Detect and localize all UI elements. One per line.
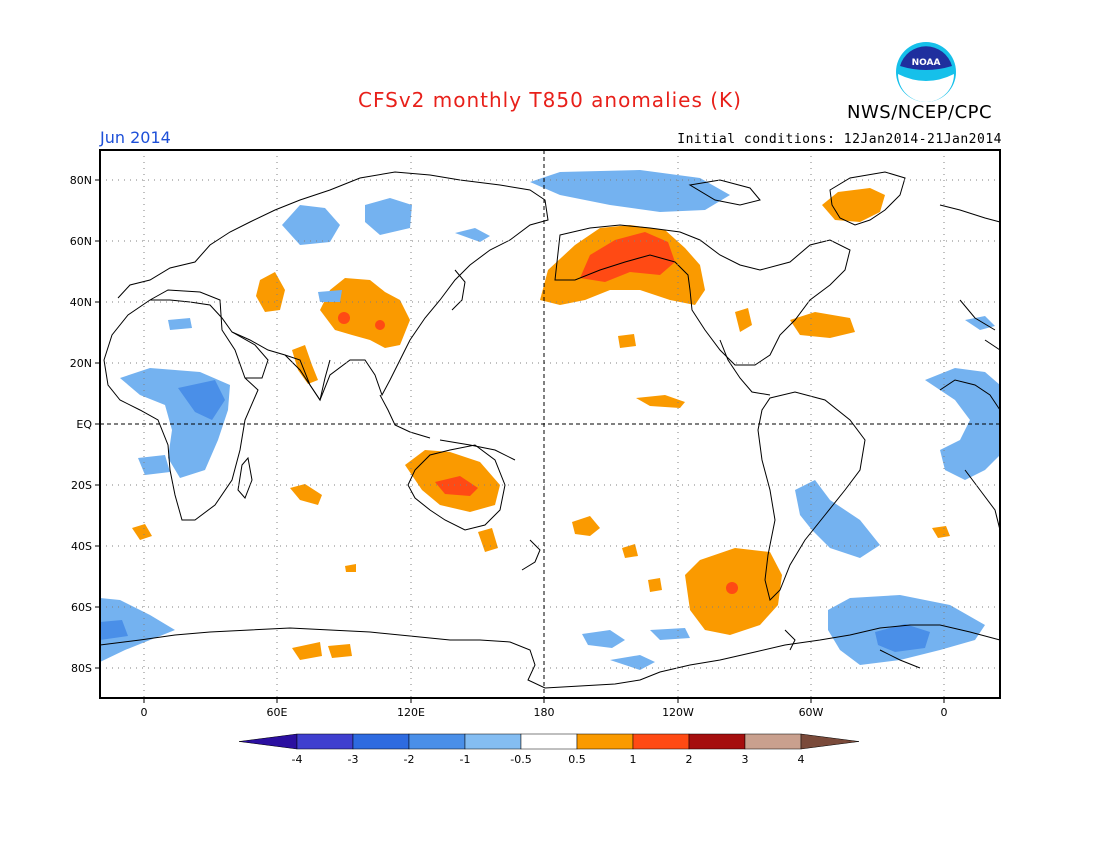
lon-label: 120E	[397, 706, 425, 719]
colorbar-label: 3	[742, 753, 749, 766]
initial-conditions: Initial conditions: 12Jan2014-21Jan2014	[677, 132, 1002, 147]
lon-label: 0	[941, 706, 948, 719]
lat-label: 40S	[71, 540, 92, 553]
colorbar-label: 0.5	[568, 753, 586, 766]
colorbar-box	[632, 733, 690, 750]
colorbar-box	[520, 733, 578, 750]
coastlines	[99, 171, 1001, 689]
lat-labels: 80N 60N 40N 20N EQ 20S 40S 60S 80S	[70, 174, 93, 675]
colorbar-box	[408, 733, 466, 750]
colorbar-label: 4	[798, 753, 805, 766]
colorbar-label: 1	[630, 753, 637, 766]
lat-ticks	[95, 179, 100, 669]
lon-label: 0	[141, 706, 148, 719]
forecast-month: Jun 2014	[100, 128, 171, 147]
cool-anomalies	[100, 170, 1000, 670]
colorbar-arrow-low	[238, 733, 298, 750]
lat-label: 40N	[70, 296, 92, 309]
lat-label: 80S	[71, 662, 92, 675]
lon-label: 60W	[799, 706, 824, 719]
colorbar-box	[464, 733, 522, 750]
lat-label: 60S	[71, 601, 92, 614]
grid-lines	[100, 150, 1000, 698]
warm-anomalies	[132, 188, 950, 660]
logo-text: NOAA	[912, 58, 941, 68]
colorbar-box	[296, 733, 354, 750]
lat-label: 60N	[70, 235, 92, 248]
lat-label: 80N	[70, 174, 92, 187]
lon-label: 60E	[267, 706, 288, 719]
colorbar: -4 -3 -2 -1 -0.5 0.5 1 2 3 4	[238, 733, 860, 766]
colorbar-label: -4	[292, 753, 303, 766]
colorbar-box	[744, 733, 802, 750]
lon-ticks	[143, 698, 945, 703]
lat-label: 20N	[70, 357, 92, 370]
colorbar-box	[688, 733, 746, 750]
colorbar-label: -2	[404, 753, 415, 766]
colorbar-label: -0.5	[510, 753, 531, 766]
colorbar-box	[352, 733, 410, 750]
colorbar-label: -1	[460, 753, 471, 766]
colorbar-label: -3	[348, 753, 359, 766]
lat-label: EQ	[76, 418, 92, 431]
colorbar-box	[576, 733, 634, 750]
agency-label: NWS/NCEP/CPC	[847, 102, 993, 123]
lon-labels: 0 60E 120E 180 120W 60W 0	[141, 706, 948, 719]
lon-label: 120W	[662, 706, 694, 719]
colorbar-arrow-high	[800, 733, 860, 750]
colorbar-label: 2	[686, 753, 693, 766]
noaa-logo: NOAA	[896, 42, 956, 102]
map-title: CFSv2 monthly T850 anomalies (K)	[358, 88, 742, 112]
lon-label: 180	[534, 706, 555, 719]
lat-label: 20S	[71, 479, 92, 492]
